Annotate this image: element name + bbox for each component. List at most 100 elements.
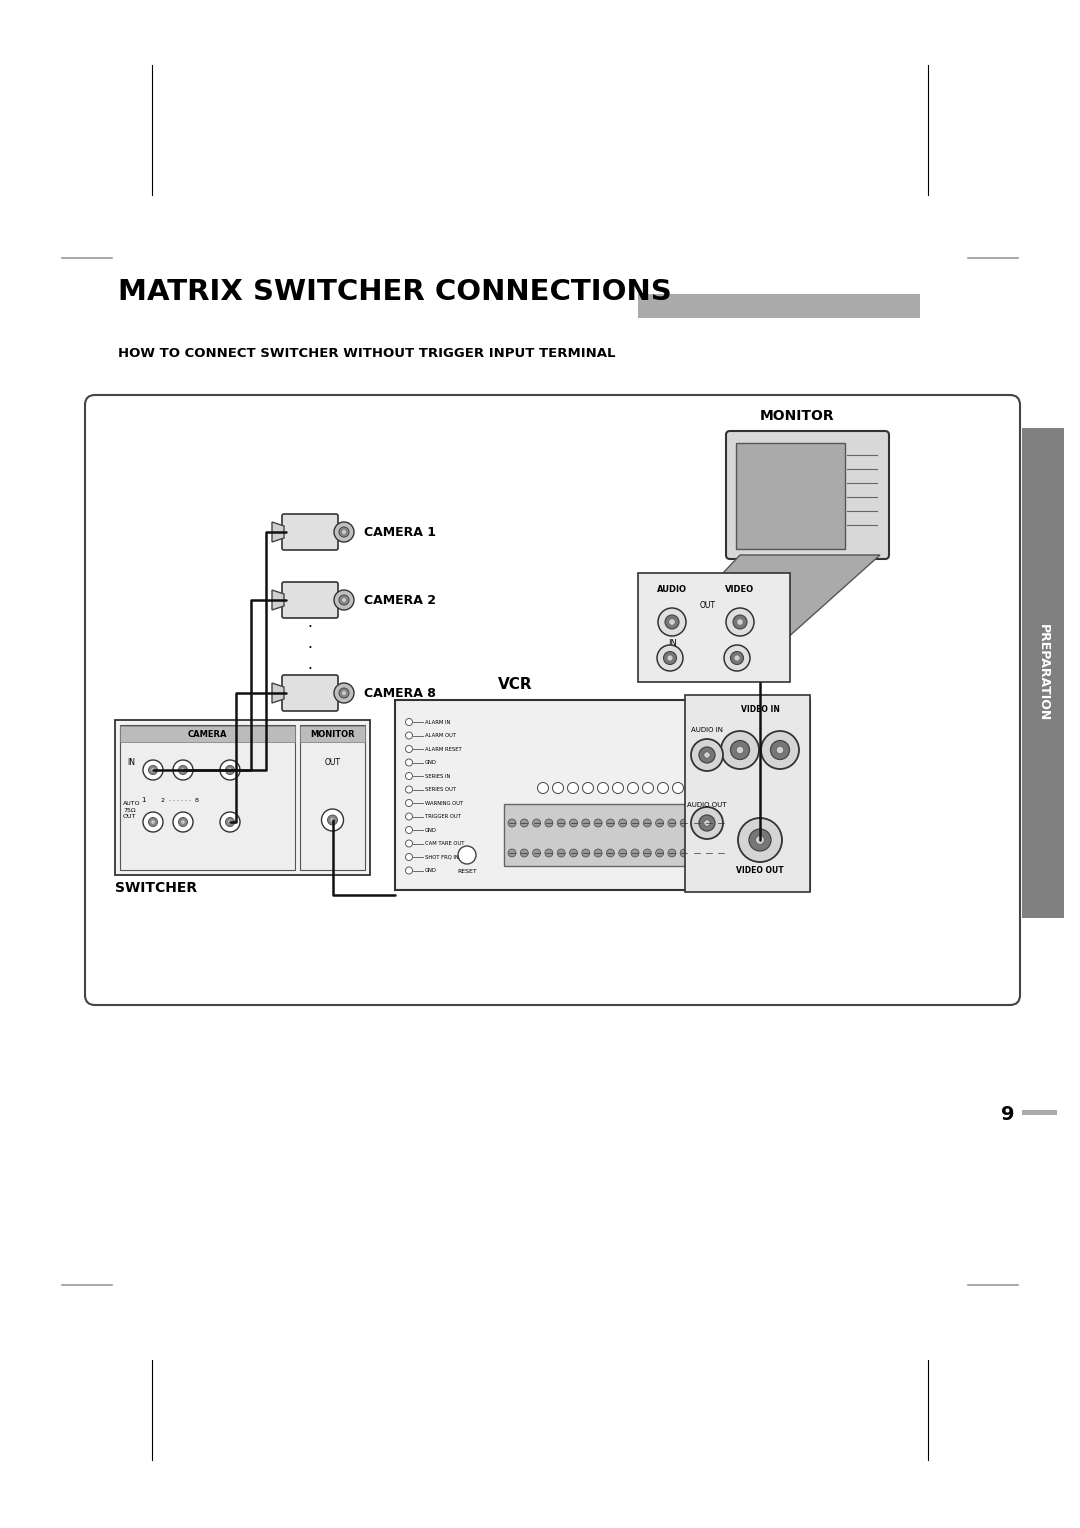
Circle shape xyxy=(143,811,163,833)
Text: MATRIX SWITCHER CONNECTIONS: MATRIX SWITCHER CONNECTIONS xyxy=(118,278,672,306)
Circle shape xyxy=(717,819,725,827)
Circle shape xyxy=(717,850,725,857)
Text: TRIGGER OUT: TRIGGER OUT xyxy=(426,814,461,819)
Circle shape xyxy=(737,746,744,753)
Circle shape xyxy=(181,821,185,824)
Circle shape xyxy=(619,819,626,827)
Circle shape xyxy=(680,850,688,857)
Circle shape xyxy=(777,746,784,753)
Text: MONITOR: MONITOR xyxy=(310,729,355,738)
Circle shape xyxy=(644,819,651,827)
Circle shape xyxy=(643,782,653,793)
Text: AUDIO OUT: AUDIO OUT xyxy=(687,802,727,808)
Text: OUT: OUT xyxy=(324,758,340,767)
Text: AUDIO IN: AUDIO IN xyxy=(691,727,723,733)
Text: HOW TO CONNECT SWITCHER WITHOUT TRIGGER INPUT TERMINAL: HOW TO CONNECT SWITCHER WITHOUT TRIGGER … xyxy=(118,347,616,361)
Circle shape xyxy=(405,840,413,847)
Circle shape xyxy=(405,732,413,740)
Circle shape xyxy=(750,830,771,851)
Circle shape xyxy=(532,819,541,827)
FancyBboxPatch shape xyxy=(735,443,845,549)
Text: OUT: OUT xyxy=(700,601,716,610)
Circle shape xyxy=(699,814,715,831)
FancyBboxPatch shape xyxy=(726,431,889,559)
FancyBboxPatch shape xyxy=(120,726,295,743)
Circle shape xyxy=(704,821,711,827)
Circle shape xyxy=(734,656,740,660)
FancyBboxPatch shape xyxy=(638,293,920,318)
Circle shape xyxy=(149,817,158,827)
Circle shape xyxy=(667,656,673,660)
Text: 2  · · · · · ·  8: 2 · · · · · · 8 xyxy=(161,798,199,802)
Text: CAMERA 2: CAMERA 2 xyxy=(364,593,436,607)
Text: WARNING OUT: WARNING OUT xyxy=(426,801,463,805)
Polygon shape xyxy=(272,590,284,610)
Circle shape xyxy=(405,827,413,833)
Circle shape xyxy=(339,594,349,605)
Text: CAMERA: CAMERA xyxy=(188,729,227,738)
Circle shape xyxy=(692,850,701,857)
Text: VCR: VCR xyxy=(498,677,532,692)
Circle shape xyxy=(594,819,603,827)
Circle shape xyxy=(680,819,688,827)
Text: PREPARATION: PREPARATION xyxy=(1037,625,1050,721)
Circle shape xyxy=(334,523,354,542)
Circle shape xyxy=(557,819,565,827)
FancyBboxPatch shape xyxy=(685,695,810,892)
Circle shape xyxy=(405,799,413,807)
Circle shape xyxy=(667,850,676,857)
Circle shape xyxy=(658,782,669,793)
Text: SERIES IN: SERIES IN xyxy=(426,773,450,778)
Circle shape xyxy=(334,590,354,610)
Circle shape xyxy=(738,817,782,862)
Circle shape xyxy=(665,614,679,630)
Text: RESET: RESET xyxy=(457,868,477,874)
Text: 1: 1 xyxy=(140,798,145,804)
Text: ·
·
·: · · · xyxy=(308,619,312,677)
FancyBboxPatch shape xyxy=(1022,428,1064,918)
Text: AUDIO: AUDIO xyxy=(657,585,687,593)
Circle shape xyxy=(405,759,413,766)
Circle shape xyxy=(612,782,623,793)
Circle shape xyxy=(143,759,163,779)
Circle shape xyxy=(656,850,663,857)
Circle shape xyxy=(582,850,590,857)
Text: GND: GND xyxy=(426,828,437,833)
Circle shape xyxy=(178,766,188,775)
Circle shape xyxy=(553,782,564,793)
Text: ALARM OUT: ALARM OUT xyxy=(426,733,456,738)
Circle shape xyxy=(691,807,723,839)
Circle shape xyxy=(658,608,686,636)
Circle shape xyxy=(405,773,413,779)
Circle shape xyxy=(220,759,240,779)
Circle shape xyxy=(405,813,413,821)
Circle shape xyxy=(761,730,799,769)
Circle shape xyxy=(733,614,747,630)
Text: SERIES OUT: SERIES OUT xyxy=(426,787,456,792)
Text: IN: IN xyxy=(127,758,135,767)
Text: VIDEO OUT: VIDEO OUT xyxy=(737,865,784,874)
Text: ALARM RESET: ALARM RESET xyxy=(426,747,462,752)
FancyBboxPatch shape xyxy=(395,700,810,889)
Circle shape xyxy=(619,850,626,857)
Text: IN: IN xyxy=(669,639,677,648)
Circle shape xyxy=(149,766,158,775)
Circle shape xyxy=(458,847,476,863)
Circle shape xyxy=(508,819,516,827)
Text: VIDEO: VIDEO xyxy=(726,585,755,593)
Circle shape xyxy=(557,850,565,857)
Circle shape xyxy=(606,819,615,827)
Circle shape xyxy=(342,597,346,602)
Polygon shape xyxy=(660,555,880,640)
Circle shape xyxy=(717,782,729,793)
Polygon shape xyxy=(272,683,284,703)
Text: MONITOR: MONITOR xyxy=(760,410,835,423)
Circle shape xyxy=(730,741,750,759)
Circle shape xyxy=(226,766,234,775)
Text: ALARM IN: ALARM IN xyxy=(426,720,450,724)
Circle shape xyxy=(342,530,346,533)
Circle shape xyxy=(532,850,541,857)
Circle shape xyxy=(545,850,553,857)
Circle shape xyxy=(726,608,754,636)
Circle shape xyxy=(342,691,346,695)
